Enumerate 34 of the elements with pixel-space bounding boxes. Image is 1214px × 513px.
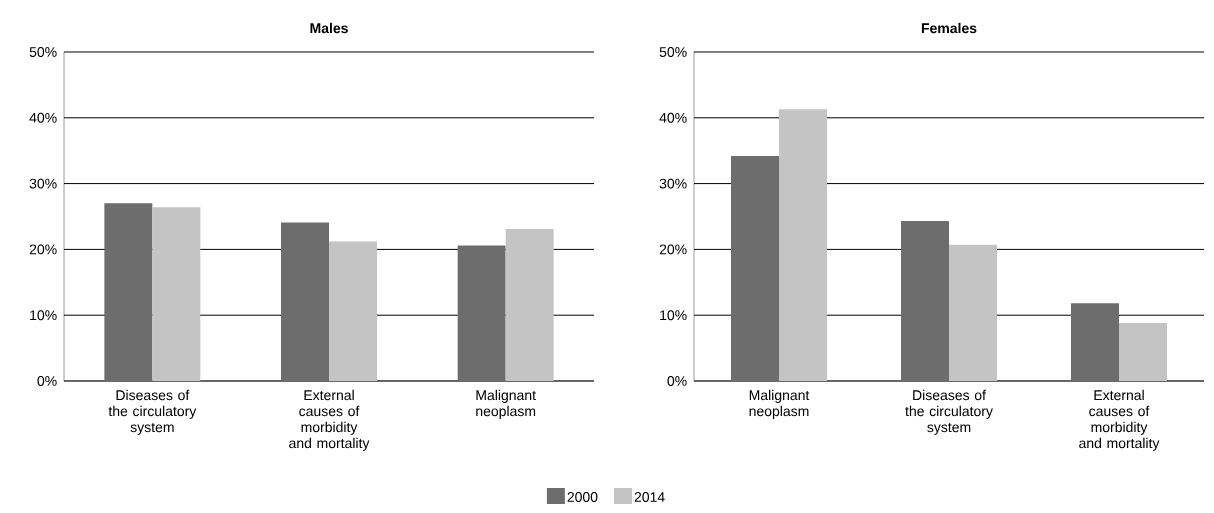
chart-title: Females	[921, 22, 977, 34]
x-tick-label: Malignant neoplasm	[476, 389, 536, 419]
y-tick-label: 0%	[667, 376, 687, 386]
x-tick-label: Malignant neoplasm	[749, 389, 810, 419]
bar	[1119, 323, 1167, 381]
legend-label: 2014	[634, 492, 665, 502]
bar	[779, 109, 827, 381]
x-tick-label: Diseases of the circulatory system	[905, 389, 993, 435]
bar	[949, 244, 997, 381]
bar	[329, 241, 378, 381]
legend-label: 2000	[567, 492, 598, 502]
y-tick-label: 40%	[29, 112, 57, 123]
y-tick-label: 50%	[659, 47, 687, 57]
y-tick-label: 20%	[29, 244, 57, 255]
y-tick-label: 30%	[29, 178, 57, 189]
y-tick-label: 30%	[659, 178, 687, 189]
bar	[901, 221, 949, 381]
bar	[731, 155, 780, 381]
y-tick-label: 10%	[660, 310, 687, 321]
bar	[152, 207, 201, 381]
bar	[104, 203, 153, 381]
bar	[1071, 303, 1119, 381]
bar	[281, 222, 330, 381]
x-tick-label: External causes of morbidity and mortality	[1079, 389, 1160, 451]
x-tick-label: External causes of morbidity and mortality	[289, 389, 370, 451]
bar	[457, 245, 506, 381]
y-tick-label: 10%	[30, 310, 57, 321]
y-tick-label: 0%	[37, 376, 57, 386]
chart-title: Males	[310, 22, 348, 34]
y-tick-label: 50%	[29, 47, 57, 57]
y-tick-label: 40%	[659, 112, 687, 123]
x-tick-label: Diseases of the circulatory system	[108, 389, 197, 435]
y-tick-label: 20%	[659, 244, 687, 255]
bar	[505, 228, 554, 381]
